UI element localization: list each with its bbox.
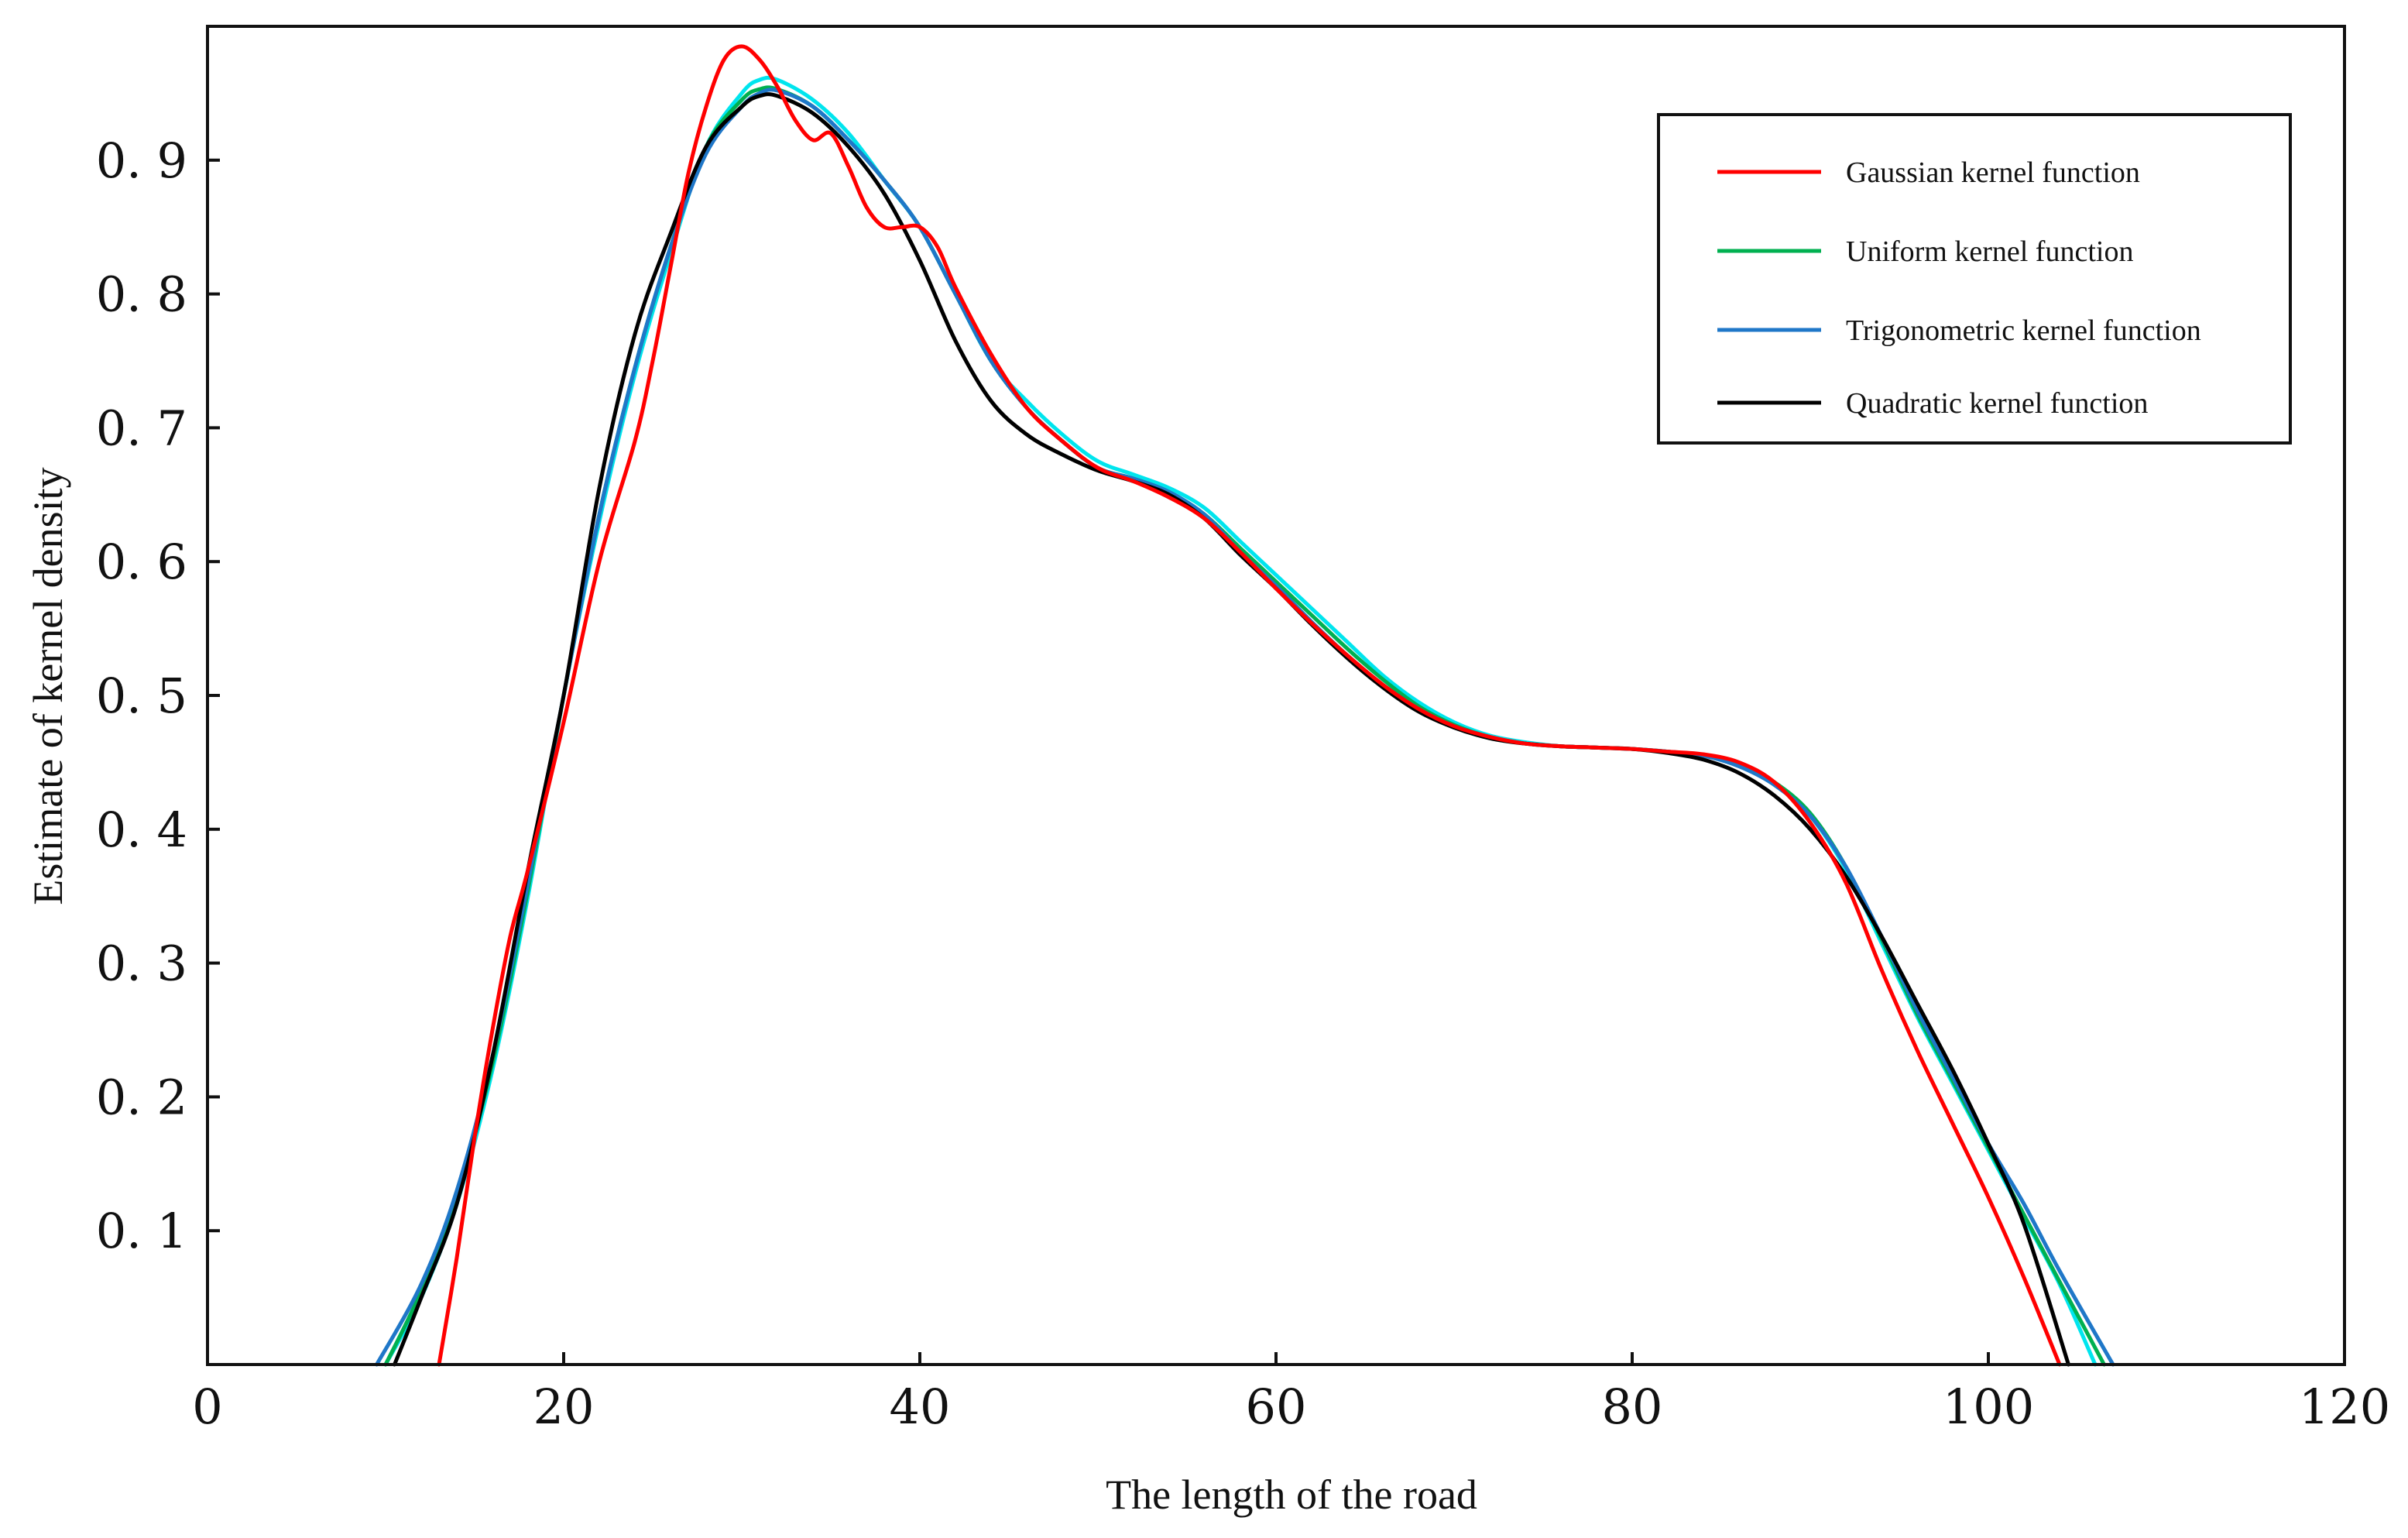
legend-box xyxy=(1657,113,2292,445)
x-tick-label: 60 xyxy=(1246,1378,1307,1435)
y-tick-label: 0. 3 xyxy=(96,936,187,992)
y-axis-title: Estimate of kernel density xyxy=(25,467,71,905)
y-tick-label: 0. 5 xyxy=(96,668,187,724)
legend-label: Gaussian kernel function xyxy=(1846,156,2140,189)
y-tick-label: 0. 8 xyxy=(96,266,187,323)
series-line-gaussian-kernel-function xyxy=(437,44,2062,1367)
y-tick-label: 0. 9 xyxy=(96,132,187,189)
x-tick-label: 0 xyxy=(192,1378,222,1435)
y-tick-label: 0. 4 xyxy=(96,802,187,858)
x-tick-label: 100 xyxy=(1943,1378,2034,1435)
x-tick-label: 120 xyxy=(2299,1378,2390,1435)
legend-label: Trigonometric kernel function xyxy=(1846,314,2201,347)
x-tick-label: 80 xyxy=(1602,1378,1663,1435)
x-tick-label: 20 xyxy=(533,1378,595,1435)
x-axis-title: The length of the road xyxy=(1106,1471,1477,1518)
plot-frame xyxy=(206,25,2346,1366)
x-ticks-group: 0 20 40 60 80 100 120 xyxy=(192,1352,2390,1435)
y-tick-label: 0. 1 xyxy=(96,1203,187,1259)
series-line-trigonometric-kernel-function xyxy=(375,88,2115,1367)
legend-label: Uniform kernel function xyxy=(1846,235,2133,268)
y-tick-label: 0. 2 xyxy=(96,1069,187,1125)
series-group xyxy=(375,44,2115,1367)
y-tick-label: 0. 7 xyxy=(96,400,187,456)
x-tick-label: 40 xyxy=(890,1378,951,1435)
legend-label: Quadratic kernel function xyxy=(1846,387,2148,420)
y-ticks-group: 0. 1 0. 2 0. 3 0. 4 0. 5 0. 6 0. 7 0. 8 0. 9 xyxy=(96,132,220,1259)
legend: Gaussian kernel function Uniform kernel f… xyxy=(1657,113,2292,445)
y-tick-label: 0. 6 xyxy=(96,534,187,590)
